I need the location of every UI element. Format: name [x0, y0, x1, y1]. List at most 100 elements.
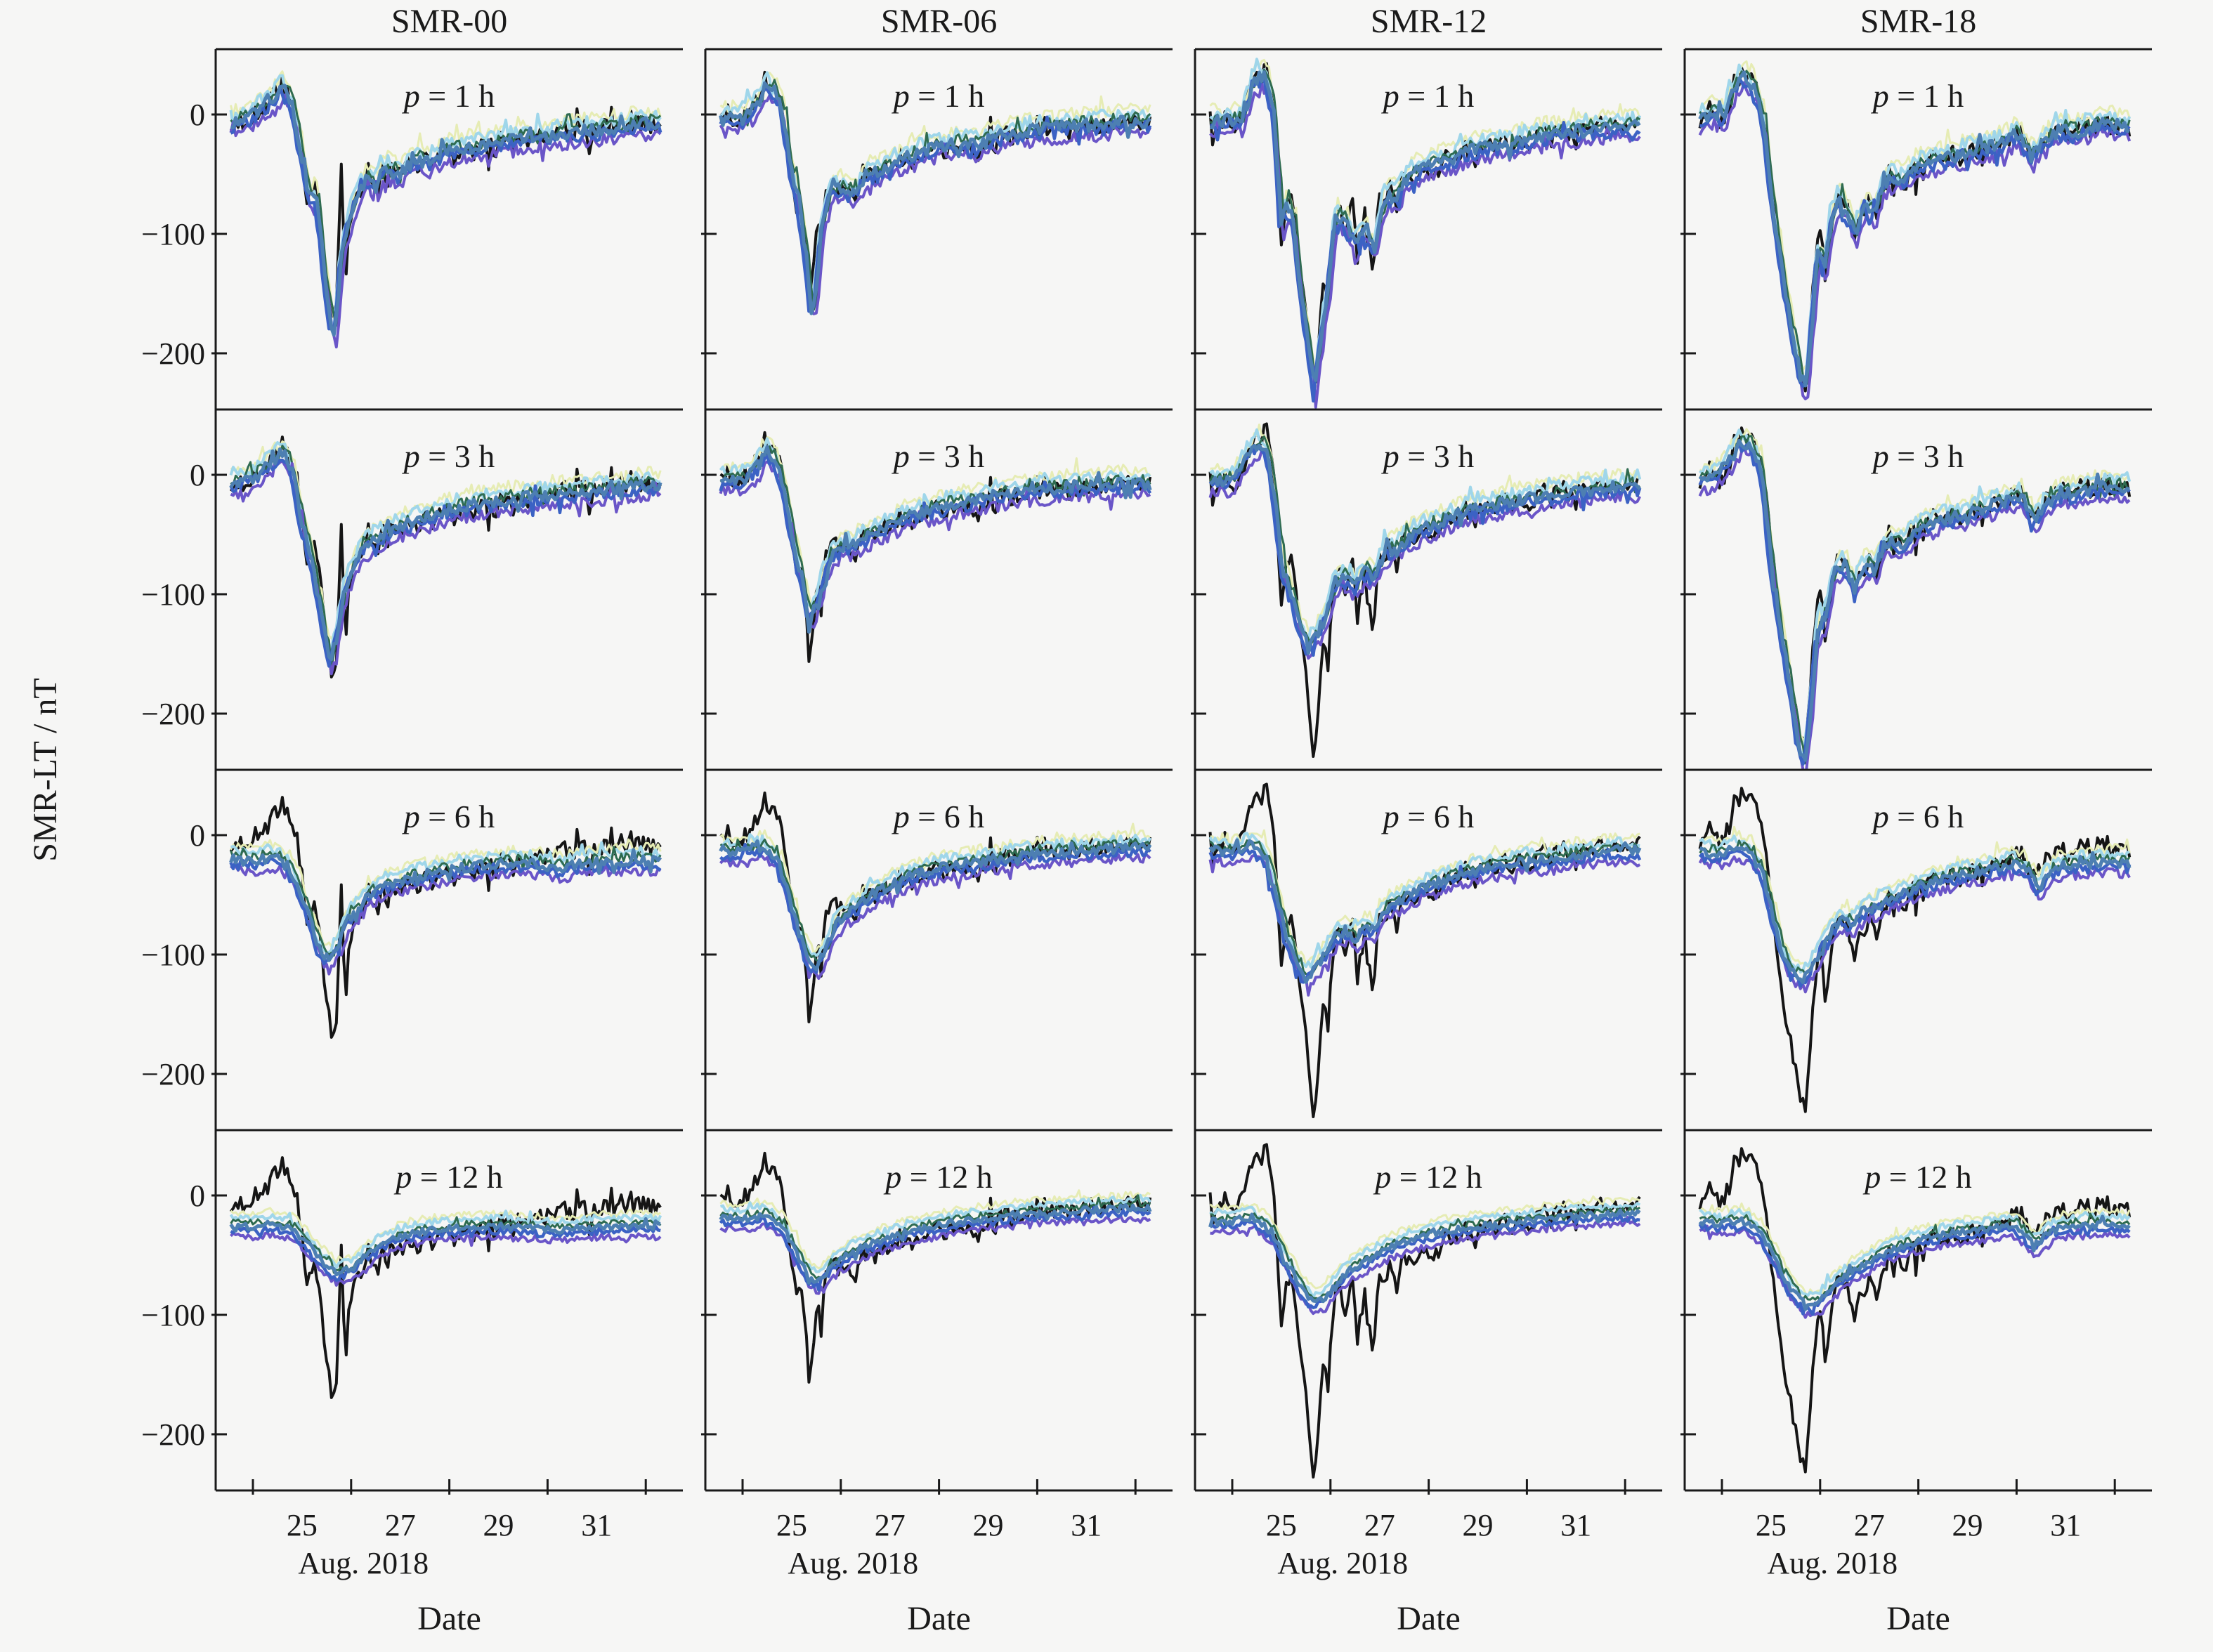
x-tick-label: 25 — [287, 1508, 318, 1542]
y-tick-label: −200 — [141, 336, 205, 371]
panel-label: p = 3 h — [1381, 438, 1474, 474]
ensemble-line-royal-blue — [1698, 848, 2132, 988]
y-tick-label: −100 — [141, 938, 205, 972]
x-axis-label: Date — [1886, 1600, 1950, 1637]
ensemble-line-steel-blue — [1699, 844, 2132, 985]
x-tick-label: 25 — [1266, 1508, 1297, 1542]
panel-label: p = 12 h — [393, 1159, 502, 1195]
month-offset-label: Aug. 2018 — [1277, 1546, 1408, 1580]
ensemble-line-steel-blue — [229, 447, 662, 662]
panel-SMR-00-p3: p = 3 h — [211, 408, 683, 771]
panel-SMR-12-p12: p = 12 h — [1191, 1129, 1662, 1495]
x-axis-label: Date — [907, 1600, 971, 1637]
x-axis-label: Date — [1397, 1600, 1461, 1637]
x-axis-label: Date — [417, 1600, 481, 1637]
panel-SMR-00-p12: p = 12 h — [211, 1129, 683, 1495]
ensemble-line-steel-blue — [1698, 1214, 2131, 1311]
panel-label: p = 6 h — [402, 799, 495, 834]
ensemble-line-violet — [229, 1231, 662, 1287]
x-tick-label: 29 — [483, 1508, 514, 1542]
ensemble-line-steel-blue — [1210, 70, 1641, 382]
y-tick-label: 0 — [190, 98, 205, 132]
x-tick-label: 29 — [1463, 1508, 1494, 1542]
panel-label: p = 3 h — [892, 438, 984, 474]
month-offset-label: Aug. 2018 — [1767, 1546, 1898, 1580]
panel-label: p = 3 h — [402, 438, 495, 474]
x-tick-label: 31 — [1071, 1508, 1102, 1542]
column-title: SMR-06 — [881, 3, 997, 40]
panel-SMR-06-p12: p = 12 h — [701, 1129, 1173, 1495]
month-offset-label: Aug. 2018 — [788, 1546, 918, 1580]
ensemble-line-dark-green — [1699, 839, 2131, 976]
ensemble-line-steel-blue — [1698, 70, 2131, 388]
panel-SMR-00-p1: p = 1 h — [211, 48, 683, 411]
panel-SMR-18-p12: p = 12 h — [1680, 1129, 2152, 1495]
panel-SMR-12-p1: p = 1 h — [1191, 48, 1662, 411]
x-tick-label: 25 — [776, 1508, 807, 1542]
x-tick-label: 25 — [1756, 1508, 1787, 1542]
ensemble-line-pale-yellow — [230, 838, 662, 948]
observed-line — [1698, 787, 2132, 1113]
panel-label: p = 12 h — [1862, 1159, 1971, 1195]
y-tick-label: −100 — [141, 217, 205, 251]
ensemble-line-steel-blue — [229, 848, 662, 962]
panel-label: p = 1 h — [402, 78, 495, 114]
x-tick-label: 27 — [1854, 1508, 1885, 1542]
x-tick-label: 31 — [2050, 1508, 2081, 1542]
panel-label: p = 1 h — [1381, 78, 1474, 114]
ensemble-line-steel-blue — [719, 1203, 1152, 1285]
ensemble-line-steel-blue — [1208, 838, 1642, 984]
x-tick-label: 27 — [1364, 1508, 1395, 1542]
ensemble-line-steel-blue — [720, 445, 1152, 634]
panel-SMR-00-p6: p = 6 h — [211, 768, 683, 1132]
y-tick-label: −200 — [141, 1417, 205, 1452]
y-axis-label: SMR-LT / nT — [27, 678, 64, 861]
panel-SMR-12-p3: p = 3 h — [1191, 408, 1662, 771]
ensemble-line-royal-blue — [1208, 445, 1642, 657]
y-tick-label: −200 — [141, 697, 205, 731]
x-tick-label: 29 — [1952, 1508, 1983, 1542]
x-tick-label: 31 — [1560, 1508, 1591, 1542]
ensemble-line-pale-yellow — [1699, 1202, 2131, 1297]
ensemble-line-pale-yellow — [719, 1189, 1151, 1270]
panel-SMR-06-p3: p = 3 h — [701, 408, 1173, 771]
y-tick-label: 0 — [190, 458, 205, 492]
column-title: SMR-18 — [1860, 3, 1976, 40]
panel-SMR-06-p1: p = 1 h — [701, 48, 1173, 411]
ensemble-line-pale-yellow — [1209, 1195, 1640, 1290]
panel-label: p = 1 h — [1871, 78, 1964, 114]
ensemble-line-steel-blue — [1209, 443, 1642, 655]
ensemble-line-pale-yellow — [230, 1207, 662, 1264]
ensemble-line-steel-blue — [230, 84, 662, 337]
ensemble-line-dark-green — [719, 79, 1151, 311]
panel-label: p = 1 h — [892, 78, 984, 114]
ensemble-line-royal-blue — [230, 1224, 661, 1282]
panel-SMR-12-p6: p = 6 h — [1191, 768, 1662, 1132]
ensemble-line-royal-blue — [719, 87, 1152, 313]
month-offset-label: Aug. 2018 — [298, 1546, 429, 1580]
panel-SMR-18-p1: p = 1 h — [1680, 48, 2152, 411]
ensemble-line-dark-green — [230, 1216, 662, 1274]
ensemble-line-steel-blue — [1698, 438, 2130, 762]
ensemble-line-violet — [230, 459, 662, 676]
x-tick-label: 27 — [875, 1508, 906, 1542]
panel-label: p = 3 h — [1871, 438, 1964, 474]
panel-label: p = 6 h — [1871, 799, 1964, 834]
panel-SMR-18-p3: p = 3 h — [1680, 408, 2152, 771]
y-tick-label: 0 — [190, 1179, 205, 1213]
panel-SMR-06-p6: p = 6 h — [701, 768, 1173, 1132]
ensemble-line-steel-blue — [1208, 1208, 1641, 1304]
panel-label: p = 12 h — [883, 1159, 992, 1195]
ensemble-line-dark-green — [719, 1194, 1151, 1280]
y-tick-label: −200 — [141, 1057, 205, 1092]
y-tick-label: −100 — [141, 577, 205, 612]
ensemble-line-steel-blue — [229, 1217, 661, 1277]
panel-label: p = 6 h — [892, 799, 984, 834]
x-tick-label: 29 — [973, 1508, 1004, 1542]
ensemble-line-royal-blue — [719, 1206, 1151, 1292]
panel-label: p = 12 h — [1373, 1159, 1482, 1195]
ensemble-line-pale-yellow — [1210, 424, 1641, 632]
column-title: SMR-12 — [1371, 3, 1487, 40]
y-tick-label: −100 — [141, 1298, 205, 1332]
